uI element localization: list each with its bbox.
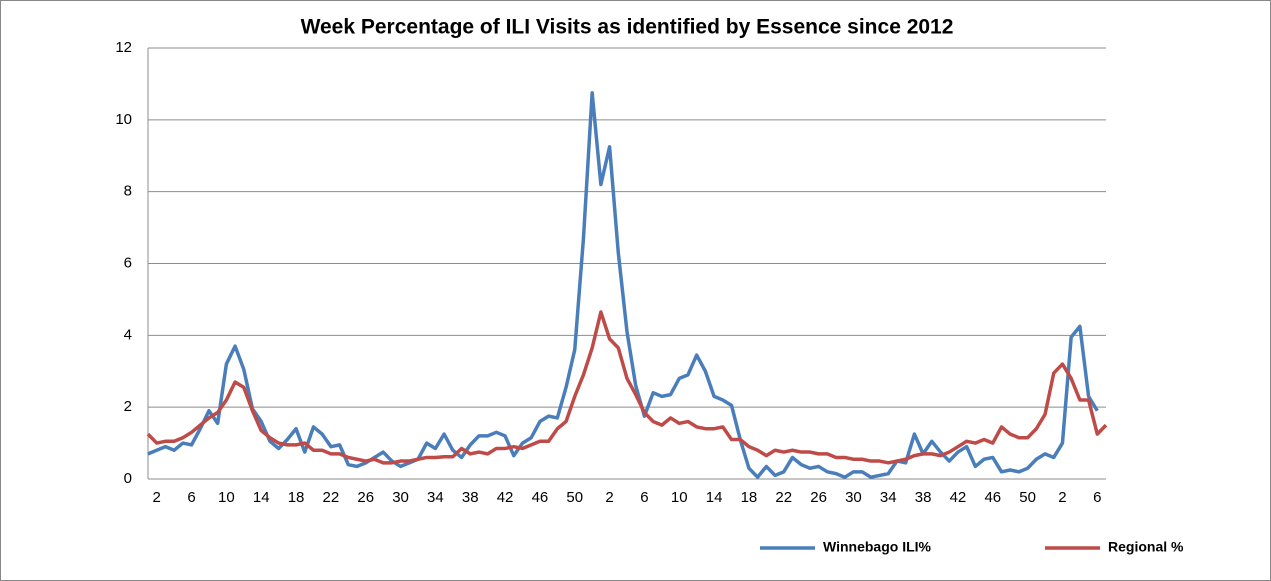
x-tick-label: 38 [462,489,479,506]
x-tick-label: 30 [392,489,409,506]
series-line [147,91,1099,479]
y-tick-label: 4 [124,326,132,343]
x-tick-label: 26 [357,489,374,506]
x-tick-label: 2 [1058,489,1066,506]
x-tick-label: 6 [1093,489,1101,506]
x-tick-label: 22 [775,489,792,506]
x-tick-label: 6 [640,489,648,506]
y-tick-label: 0 [124,470,132,487]
x-tick-label: 22 [323,489,340,506]
x-tick-label: 2 [605,489,613,506]
y-tick-label: 12 [115,39,132,56]
x-tick-label: 10 [671,489,688,506]
x-tick-label: 50 [1019,489,1036,506]
y-tick-label: 10 [115,111,132,128]
x-tick-label: 50 [566,489,583,506]
x-tick-label: 10 [218,489,235,506]
x-tick-label: 34 [880,489,897,506]
y-tick-label: 2 [124,398,132,415]
x-tick-label: 42 [950,489,967,506]
x-tick-label: 34 [427,489,444,506]
x-tick-label: 30 [845,489,862,506]
x-tick-label: 14 [706,489,723,506]
x-tick-label: 2 [153,489,161,506]
x-tick-label: 26 [810,489,827,506]
series-line [146,310,1108,465]
legend-label: Regional % [1108,539,1184,555]
chart-title: Week Percentage of ILI Visits as identif… [301,16,954,39]
x-tick-label: 18 [741,489,758,506]
x-tick-label: 42 [497,489,514,506]
x-tick-label: 46 [984,489,1001,506]
x-tick-label: 38 [915,489,932,506]
x-tick-label: 18 [288,489,305,506]
x-tick-label: 14 [253,489,270,506]
x-tick-label: 46 [532,489,549,506]
x-tick-label: 6 [187,489,195,506]
legend-label: Winnebago ILI% [823,539,932,555]
y-tick-label: 8 [124,183,132,200]
y-tick-label: 6 [124,254,132,271]
